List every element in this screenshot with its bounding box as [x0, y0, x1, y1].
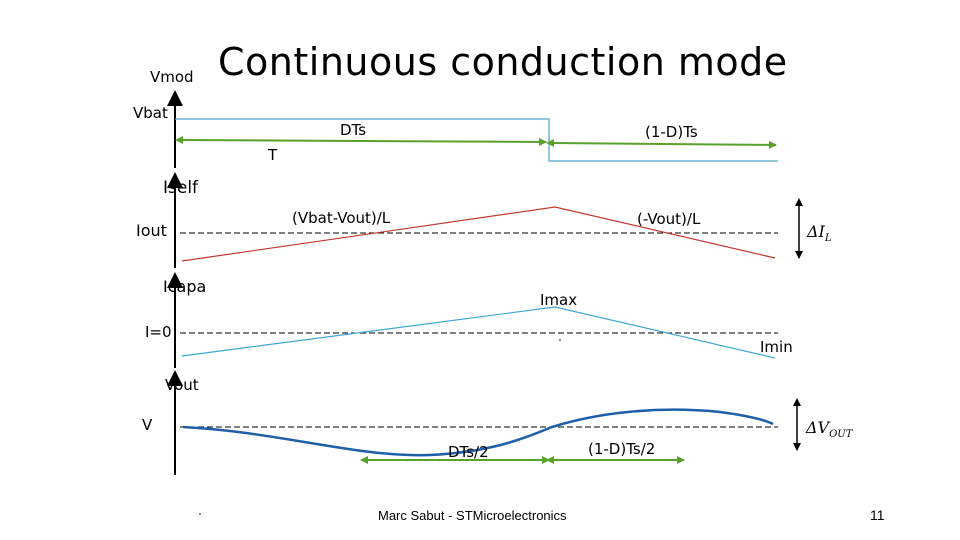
label-icapa: Icapa [163, 277, 207, 296]
inductor-current-waveform [181, 206, 776, 262]
one-minus-d-ts-arrow [546, 139, 777, 149]
label-vout: Vout [165, 376, 199, 394]
label-delta-vout: ΔVOUT [806, 418, 853, 441]
capacitor-current-waveform [181, 306, 776, 359]
label-delta-il: ΔIL [807, 222, 832, 245]
label-period-t: T [268, 146, 278, 164]
page-number: 11 [870, 507, 885, 523]
label-i-zero: I=0 [145, 323, 172, 341]
label-fall-slope: (-Vout)/L [637, 210, 701, 228]
label-rise-slope: (Vbat-Vout)/L [292, 209, 391, 227]
label-vmod: Vmod [150, 68, 194, 86]
label-iout: Iout [136, 221, 167, 240]
label-imax: Imax [540, 291, 578, 309]
zero-crossing-dot [559, 339, 561, 341]
label-one-minus-d-ts: (1-D)Ts [645, 123, 698, 141]
label-iself: Iself [163, 178, 199, 198]
footer-author: Marc Sabut - STMicroelectronics [378, 508, 567, 523]
label-v: V [142, 416, 153, 434]
slide-title: Continuous conduction mode [218, 40, 788, 84]
label-dts: DTs [340, 121, 367, 139]
output-voltage-waveform [182, 408, 774, 457]
label-one-minus-d-ts-half: (1-D)Ts/2 [588, 440, 656, 458]
label-imin: Imin [760, 338, 793, 356]
dts-arrow [175, 136, 547, 146]
label-dts-half: DTs/2 [448, 443, 489, 461]
label-vbat: Vbat [133, 104, 168, 122]
footer-dot [199, 513, 201, 515]
